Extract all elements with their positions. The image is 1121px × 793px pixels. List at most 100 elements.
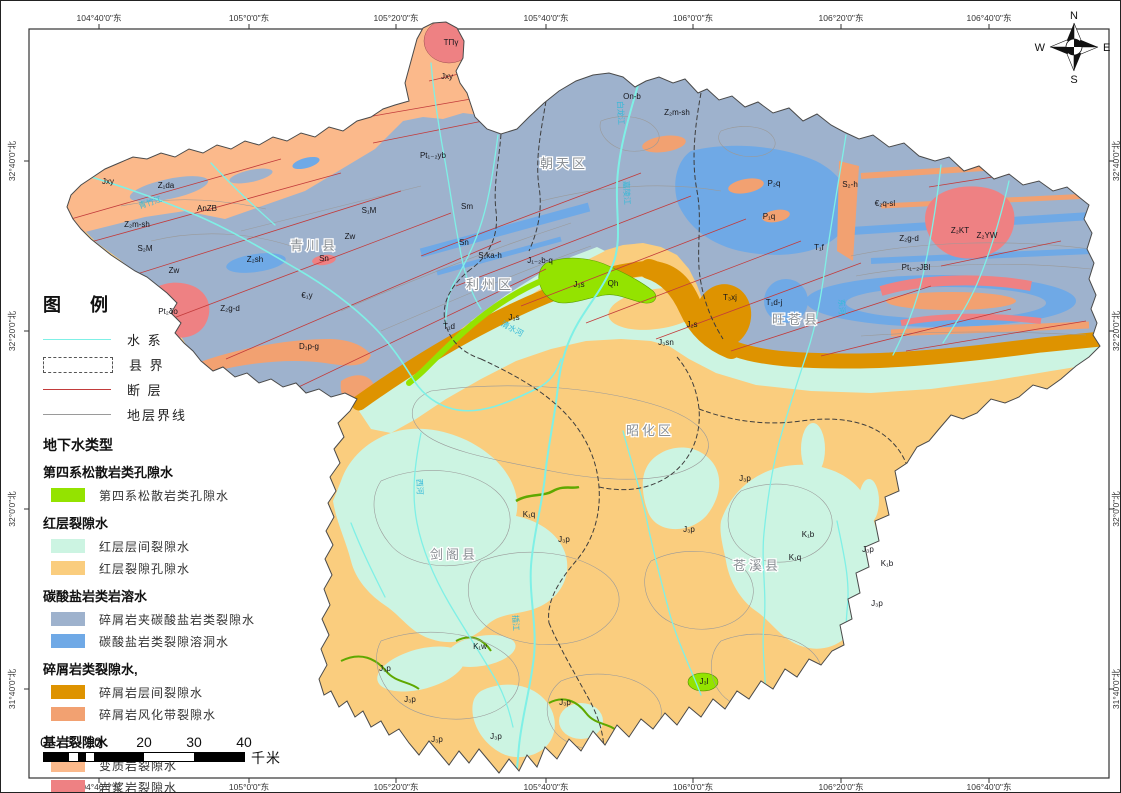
fault-lines [70, 72, 1087, 394]
region-mint-south [472, 684, 555, 758]
scale-tick-label: 30 [186, 734, 202, 750]
compass-n: N [1070, 10, 1078, 22]
legend-swatch-label: 变质岩裂隙水 [99, 758, 178, 773]
legend-item-water-system: 水 系 [43, 327, 311, 352]
color-swatch [51, 612, 85, 626]
scale-segment [194, 753, 244, 761]
legend-item-label: 县 界 [129, 358, 165, 373]
legend-item-stratum-line: 地层界线 [43, 402, 311, 427]
scale-tick-label: 5 [65, 734, 73, 750]
water-system-sample [43, 339, 111, 340]
fold-red [879, 275, 1032, 296]
scale-bar-unit: 千米 [251, 750, 281, 766]
geologic-unit-label: Sm [461, 202, 473, 211]
legend-swatch-item: 红层层间裂隙水 [43, 535, 311, 557]
geologic-unit-label: J₁₋₂b-q [527, 256, 553, 265]
geologic-unit-label: K₁b [802, 530, 815, 539]
longitude-label: 106°20'0"东 [819, 782, 864, 792]
latitude-label: 32°40'0"北 [1111, 140, 1121, 181]
color-swatch [51, 539, 85, 553]
lens-salmon [642, 135, 686, 153]
compass-s: S [1070, 74, 1077, 86]
region-carbonate-mass [675, 145, 850, 255]
region-quaternary-patch [687, 672, 719, 692]
geologic-unit-label: J₃p [871, 599, 883, 608]
legend-swatch-label: 红层层间裂隙水 [99, 539, 191, 554]
quaternary-strip [515, 485, 580, 503]
legend-groundwater-title: 地下水类型 [43, 437, 113, 453]
geologic-unit-label: J₃l [699, 677, 708, 686]
fold-red [900, 313, 1042, 326]
geologic-unit-label: Jxy [441, 72, 453, 81]
longitude-label: 105°0'0"东 [229, 782, 269, 792]
river-label: 白龙江 [615, 101, 626, 125]
geologic-unit-label: Z₂g-d [899, 234, 919, 243]
region-mint-strip [559, 703, 603, 739]
geologic-unit-label: J₃p [379, 664, 391, 673]
geologic-unit-label: S₂-h [842, 180, 858, 189]
geologic-unit-label: J₃p [559, 698, 571, 707]
legend-group-heading: 红层裂隙水 [43, 516, 109, 531]
color-swatch [51, 488, 85, 502]
scale-tick-label: 20 [136, 734, 152, 750]
geologic-unit-label: J₃s [508, 313, 519, 322]
scale-bar: 0 5 10 20 30 40 千米 [40, 734, 333, 774]
geologic-unit-label: J₃s [573, 280, 584, 289]
scale-segment [85, 753, 94, 761]
geologic-unit-label: Jxy [102, 177, 114, 186]
longitude-label: 106°0'0"东 [673, 782, 713, 792]
region-mint-finger [801, 423, 825, 475]
legend-item-label: 地层界线 [127, 408, 188, 423]
legend-swatch-label: 碳酸盐岩类裂隙溶洞水 [99, 634, 230, 649]
lens [229, 168, 273, 184]
latitude-label: 31°40'0"北 [7, 668, 17, 709]
longitude-label: 105°40'0"东 [524, 782, 569, 792]
geologic-unit-label: Z₂YW [977, 231, 998, 240]
longitude-label: 105°20'0"东 [374, 13, 419, 23]
geologic-unit-label: T₃xj [723, 293, 737, 302]
geologic-unit-label: Pt₂δo [158, 307, 178, 316]
lens-blue [226, 253, 286, 273]
geologic-unit-label: K₁b [881, 559, 894, 568]
geologic-unit-label: Pt₁₋₂yb [420, 151, 447, 160]
longitude-label: 104°40'0"东 [77, 13, 122, 23]
geologic-unit-label: T₁d-j [766, 298, 783, 307]
legend-swatch-item: 碎屑岩层间裂隙水 [43, 681, 311, 703]
scale-tick-label: 0 [40, 734, 48, 750]
legend-item-fault: 断 层 [43, 377, 311, 402]
river-label: 嘉陵江 [621, 181, 632, 205]
color-swatch [51, 780, 85, 792]
scale-segment [77, 753, 86, 761]
quaternary-strip [455, 636, 492, 652]
river-label: 东河 [837, 299, 848, 316]
county-label: 剑阁县 [430, 547, 478, 562]
lens [129, 176, 209, 202]
geologic-unit-label: Z₂g-d [220, 304, 240, 313]
region-weathered-band [197, 339, 371, 372]
geologic-unit-label: J₃p [739, 474, 751, 483]
geologic-unit-label: K₁q [789, 553, 801, 562]
geologic-unit-label: €₁y [301, 291, 312, 300]
lens-salmon [762, 209, 790, 223]
quaternary-strip [548, 698, 618, 732]
geologic-unit-label: S₂M [137, 244, 152, 253]
legend-title: 图 例 [43, 295, 121, 315]
scale-segment [69, 753, 78, 761]
scale-tick-label: 40 [236, 734, 252, 750]
legend-swatch-label: 岩浆岩裂隙水 [99, 780, 178, 793]
compass-w: W [1035, 42, 1046, 54]
color-swatch [51, 561, 85, 575]
lens-blue [764, 279, 808, 323]
geologic-unit-label: P₁q [763, 212, 775, 221]
latitude-label: 32°40'0"北 [7, 140, 17, 181]
region-outline [66, 21, 1101, 774]
legend: 图 例 水 系县 界断 层地层界线 地下水类型 第四系松散岩类孔隙水 第四系松散岩… [43, 291, 311, 793]
geologic-unit-label: S₁ka-h [478, 251, 502, 260]
geologic-unit-label: Sn [319, 254, 329, 263]
geologic-unit-label: Zw [345, 232, 356, 241]
legend-swatch-label: 碎屑岩层间裂隙水 [99, 685, 204, 700]
scale-bar-graphic [43, 752, 245, 762]
county-boundaries [443, 92, 912, 762]
geologic-unit-label: K₁w [473, 642, 487, 651]
